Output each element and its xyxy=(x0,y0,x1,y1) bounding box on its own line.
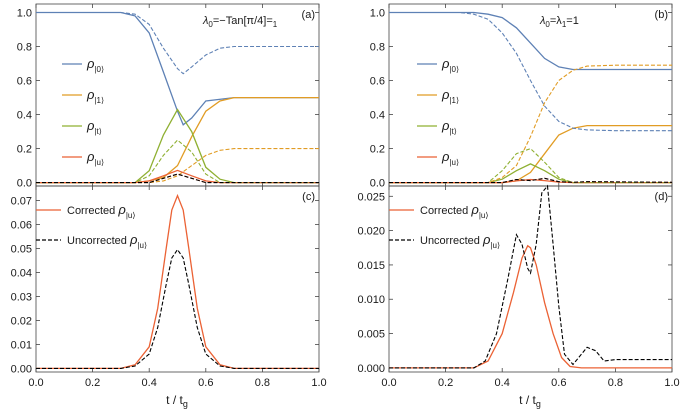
panel-a: 0.0 0.2 0.4 0.6 0.8 1.0 (a) λ0=−Tan[π/4]=1 ρ|0⟩ ρ… xyxy=(17,3,320,190)
panel-c-xtick-label: 0.2 xyxy=(85,377,100,389)
panel-a-series-rhot-solid xyxy=(36,108,319,184)
panel-d-xtick-label: 0.6 xyxy=(551,377,566,389)
panel-a-label: (a) xyxy=(302,9,315,21)
panel-d-xtick-label: 0.4 xyxy=(495,377,510,389)
panel-b-legend-entry: ρ|u⟩ xyxy=(441,149,459,167)
panel-b-label: (b) xyxy=(655,9,668,21)
panel-b-series-black-dashed xyxy=(389,177,673,184)
panel-c-ytick-label: 0.02 xyxy=(11,315,32,327)
x-axis-label-sub-right: g xyxy=(536,399,541,409)
panel-c-legend-entry: Corrected ρ|u⟩ xyxy=(67,202,135,220)
panel-a-title: λ0=−Tan[π/4]=1 xyxy=(202,15,278,29)
panel-c-ytick-label: 0.07 xyxy=(11,195,32,207)
panel-c-ytick-label: 0.04 xyxy=(11,267,32,279)
panel-b-ytick-label: 0.4 xyxy=(370,110,385,122)
panel-d-xtick-label: 0.0 xyxy=(381,377,396,389)
panel-c-xtick-label: 0.8 xyxy=(255,377,270,389)
panel-d-xtick-label: 0.2 xyxy=(438,377,453,389)
panel-a-ytick-label: 0.0 xyxy=(17,178,32,190)
panel-c: 0.00 0.01 0.02 0.03 0.04 0.05 0.06 0.07 0.0 0.2 0.… xyxy=(11,185,327,389)
panel-d-ytick-label: 0.010 xyxy=(357,294,385,306)
panel-b-series-rho0-solid xyxy=(389,11,672,71)
panel-d-legend-entry: Uncorrected ρ|u⟩ xyxy=(420,232,500,250)
panel-b-title: λ0=λ1=1 xyxy=(539,15,579,29)
panel-d-ytick-label: 0.025 xyxy=(357,191,385,203)
panel-a-legend-entry: ρ|1⟩ xyxy=(86,87,104,105)
panel-d-series-black-dashed xyxy=(389,184,672,369)
panel-b-legend-entry: ρ|0⟩ xyxy=(441,56,459,74)
panel-a-series-rho0-dashed xyxy=(36,11,319,75)
panel-d-ytick-label: 0.020 xyxy=(357,226,385,238)
panel-a-ytick-label: 1.0 xyxy=(17,8,32,20)
x-axis-label-right: t / tg xyxy=(519,393,541,409)
panel-d-ytick-label: 0.005 xyxy=(357,329,385,341)
panel-b-legend-entry: ρ|t⟩ xyxy=(441,118,457,136)
panel-c-xtick-label: 0.4 xyxy=(142,377,157,389)
panel-a-legend-entry: ρ|u⟩ xyxy=(86,149,104,167)
panel-a-series-rhou-solid xyxy=(36,169,319,184)
panel-a-ytick-label: 0.6 xyxy=(17,76,32,88)
panel-d-ytick-label: 0.015 xyxy=(357,260,385,272)
x-axis-label-left: t / tg xyxy=(166,393,188,409)
panel-b: 0.0 0.2 0.4 0.6 0.8 1.0 (b) λ0=λ1=1 ρ|0⟩ ρ|1⟩ ρ|t⟩… xyxy=(370,3,673,190)
panel-c-ytick-label: 0.03 xyxy=(11,291,32,303)
panel-d: 0.000 0.005 0.010 0.015 0.020 0.025 0.0 0.2 0.4 0… xyxy=(357,184,680,389)
panel-b-ytick-label: 1.0 xyxy=(370,8,385,20)
panel-c-ytick-label: 0.00 xyxy=(11,363,32,375)
panel-a-series-rhou-dashed xyxy=(36,173,319,184)
panel-b-ytick-label: 0.2 xyxy=(370,144,385,156)
panel-d-xtick-label: 0.8 xyxy=(608,377,623,389)
panel-c-xtick-label: 1.0 xyxy=(311,377,326,389)
panel-b-legend-entry: ρ|1⟩ xyxy=(441,87,459,105)
panel-b-series-rho1-solid xyxy=(389,124,672,184)
panel-a-ytick-label: 0.4 xyxy=(17,110,32,122)
panel-c-ytick-label: 0.01 xyxy=(11,339,32,351)
panel-c-frame xyxy=(35,185,320,373)
panel-a-ytick-label: 0.8 xyxy=(17,42,32,54)
panel-b-series-rho0-dashed xyxy=(389,11,672,132)
panel-d-label: (d) xyxy=(655,191,668,203)
panel-a-ytick-label: 0.2 xyxy=(17,144,32,156)
panel-b-ytick-label: 0.6 xyxy=(370,76,385,88)
panel-b-series-rho1-dashed xyxy=(389,64,672,184)
panel-c-series-black-dashed xyxy=(36,248,319,369)
panel-a-series-rho0-solid xyxy=(36,11,319,126)
panel-a-series-rhot-dashed xyxy=(36,139,319,184)
panel-a-legend-entry: ρ|t⟩ xyxy=(86,118,102,136)
panel-d-frame xyxy=(388,185,673,373)
x-axis-label-sub-left: g xyxy=(183,399,188,409)
panel-b-ytick-label: 0.8 xyxy=(370,42,385,54)
panel-b-ytick-label: 0.0 xyxy=(370,178,385,190)
panel-a-legend-entry: ρ|0⟩ xyxy=(86,56,104,74)
panel-c-xtick-label: 0.6 xyxy=(198,377,213,389)
panel-c-label: (c) xyxy=(302,191,315,203)
panel-d-ytick-label: 0.000 xyxy=(357,363,385,375)
panel-b-series-rhot-dashed xyxy=(389,147,672,184)
panel-c-ytick-label: 0.06 xyxy=(11,219,32,231)
panel-c-legend-entry: Uncorrected ρ|u⟩ xyxy=(67,232,147,250)
panel-a-series-black-dashed xyxy=(36,173,319,184)
panel-c-xtick-label: 0.0 xyxy=(28,377,43,389)
panel-d-xtick-label: 1.0 xyxy=(664,377,679,389)
panel-c-series-rhou-solid xyxy=(36,193,319,370)
panel-d-series-rhou-solid xyxy=(389,244,672,369)
panel-d-legend-entry: Corrected ρ|u⟩ xyxy=(420,202,488,220)
panel-c-ytick-label: 0.05 xyxy=(11,243,32,255)
panel-a-series-rho1-dashed xyxy=(36,148,319,184)
